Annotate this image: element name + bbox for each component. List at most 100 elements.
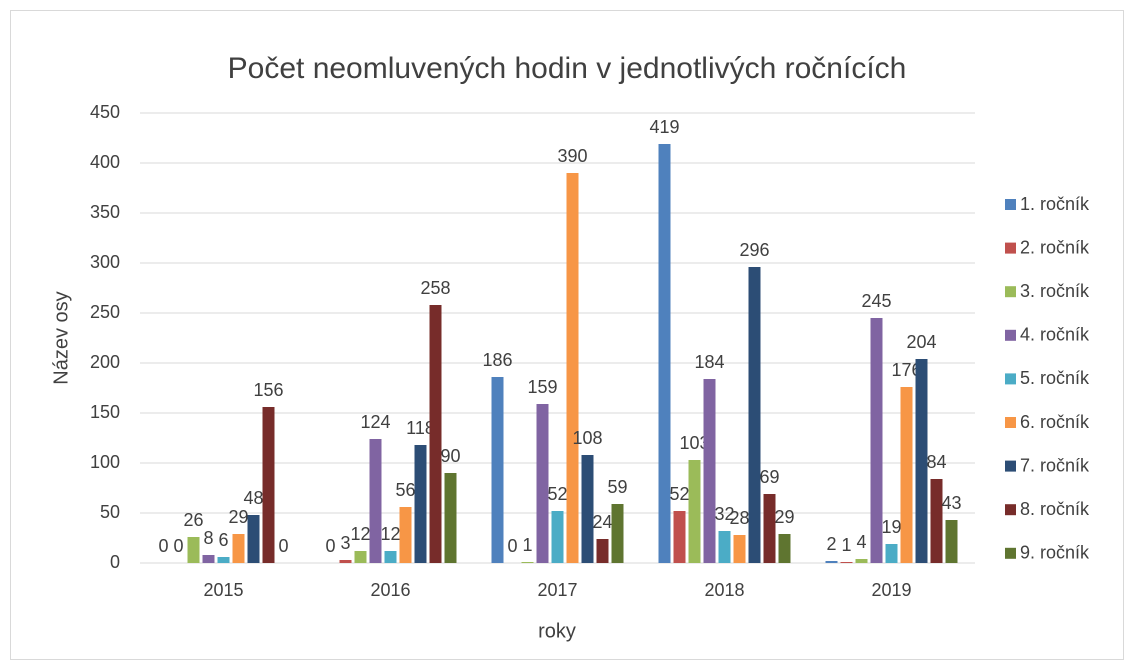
legend-swatch [1005, 417, 1016, 428]
bar [354, 551, 367, 563]
data-label: 390 [557, 146, 587, 166]
bar [748, 267, 761, 563]
data-label: 28 [729, 508, 749, 528]
bar [870, 318, 883, 563]
data-label: 29 [228, 507, 248, 527]
data-label: 176 [891, 360, 921, 380]
legend-swatch [1005, 547, 1016, 559]
data-label: 204 [906, 332, 936, 352]
legend-label: 1. ročník [1020, 194, 1090, 214]
y-tick-label: 350 [90, 202, 120, 222]
data-label: 0 [278, 536, 288, 556]
data-label: 0 [158, 536, 168, 556]
y-tick-label: 250 [90, 302, 120, 322]
bar [581, 455, 594, 563]
data-label: 3 [340, 533, 350, 553]
y-tick-label: 450 [90, 102, 120, 122]
data-label: 296 [739, 240, 769, 260]
legend-swatch [1005, 504, 1016, 516]
bar [566, 173, 579, 563]
bar [945, 520, 958, 563]
data-label: 1 [841, 535, 851, 555]
data-label: 159 [527, 377, 557, 397]
y-tick-label: 0 [110, 552, 120, 572]
data-label: 12 [350, 524, 370, 544]
bar [703, 379, 716, 563]
bar [491, 377, 504, 563]
bar [247, 515, 260, 563]
data-label: 26 [183, 510, 203, 530]
bar [855, 559, 868, 563]
bar [840, 562, 853, 563]
data-label: 419 [649, 117, 679, 137]
legend-swatch [1005, 242, 1016, 254]
legend-label: 4. ročník [1020, 325, 1090, 345]
bar [232, 534, 245, 563]
data-label: 0 [507, 536, 517, 556]
data-label: 1 [522, 535, 532, 555]
data-label: 12 [380, 524, 400, 544]
x-axis-label: roky [538, 620, 576, 642]
data-label: 90 [440, 446, 460, 466]
bar [778, 534, 791, 563]
data-label: 0 [325, 536, 335, 556]
bar [733, 535, 746, 563]
data-label: 0 [173, 536, 183, 556]
data-label: 24 [592, 512, 612, 532]
data-label: 84 [926, 452, 946, 472]
x-tick-label: 2015 [203, 580, 243, 600]
legend-label: 8. ročník [1020, 499, 1090, 519]
data-label: 48 [243, 488, 263, 508]
y-tick-label: 400 [90, 152, 120, 172]
bar [369, 439, 382, 563]
bar [429, 305, 442, 563]
data-label: 43 [941, 493, 961, 513]
data-label: 19 [881, 517, 901, 537]
bar [596, 539, 609, 563]
bar [202, 555, 215, 563]
bar [718, 531, 731, 563]
data-label: 56 [395, 480, 415, 500]
bar [611, 504, 624, 563]
data-label: 245 [861, 291, 891, 311]
bar [262, 407, 275, 563]
bar [444, 473, 457, 563]
data-label: 8 [203, 528, 213, 548]
legend-label: 3. ročník [1020, 281, 1090, 301]
bar [551, 511, 564, 563]
legend-swatch [1005, 199, 1016, 210]
bar [536, 404, 549, 563]
data-label: 52 [547, 484, 567, 504]
data-label: 156 [253, 380, 283, 400]
chart-title: Počet neomluvených hodin v jednotlivých … [228, 52, 907, 85]
data-label: 108 [572, 428, 602, 448]
y-tick-label: 200 [90, 352, 120, 372]
legend-swatch [1005, 329, 1016, 341]
data-label: 4 [856, 532, 866, 552]
x-tick-label: 2018 [704, 580, 744, 600]
legend-label: 7. ročník [1020, 455, 1090, 475]
bar [825, 561, 838, 563]
bar [915, 359, 928, 563]
legend-swatch [1005, 460, 1016, 472]
x-tick-label: 2016 [370, 580, 410, 600]
y-tick-label: 150 [90, 402, 120, 422]
data-label: 124 [360, 412, 390, 432]
bar [885, 544, 898, 563]
bar [187, 537, 200, 563]
bar [384, 551, 397, 563]
data-label: 258 [420, 278, 450, 298]
y-axis-label: Název osy [50, 291, 72, 384]
bar [414, 445, 427, 563]
bar [930, 479, 943, 563]
data-label: 52 [669, 484, 689, 504]
data-label: 32 [714, 504, 734, 524]
legend-swatch [1005, 286, 1016, 298]
legend-label: 6. ročník [1020, 412, 1090, 432]
y-tick-label: 50 [100, 502, 120, 522]
bar [399, 507, 412, 563]
data-label: 6 [218, 530, 228, 550]
bar [688, 460, 701, 563]
bar [658, 144, 671, 563]
